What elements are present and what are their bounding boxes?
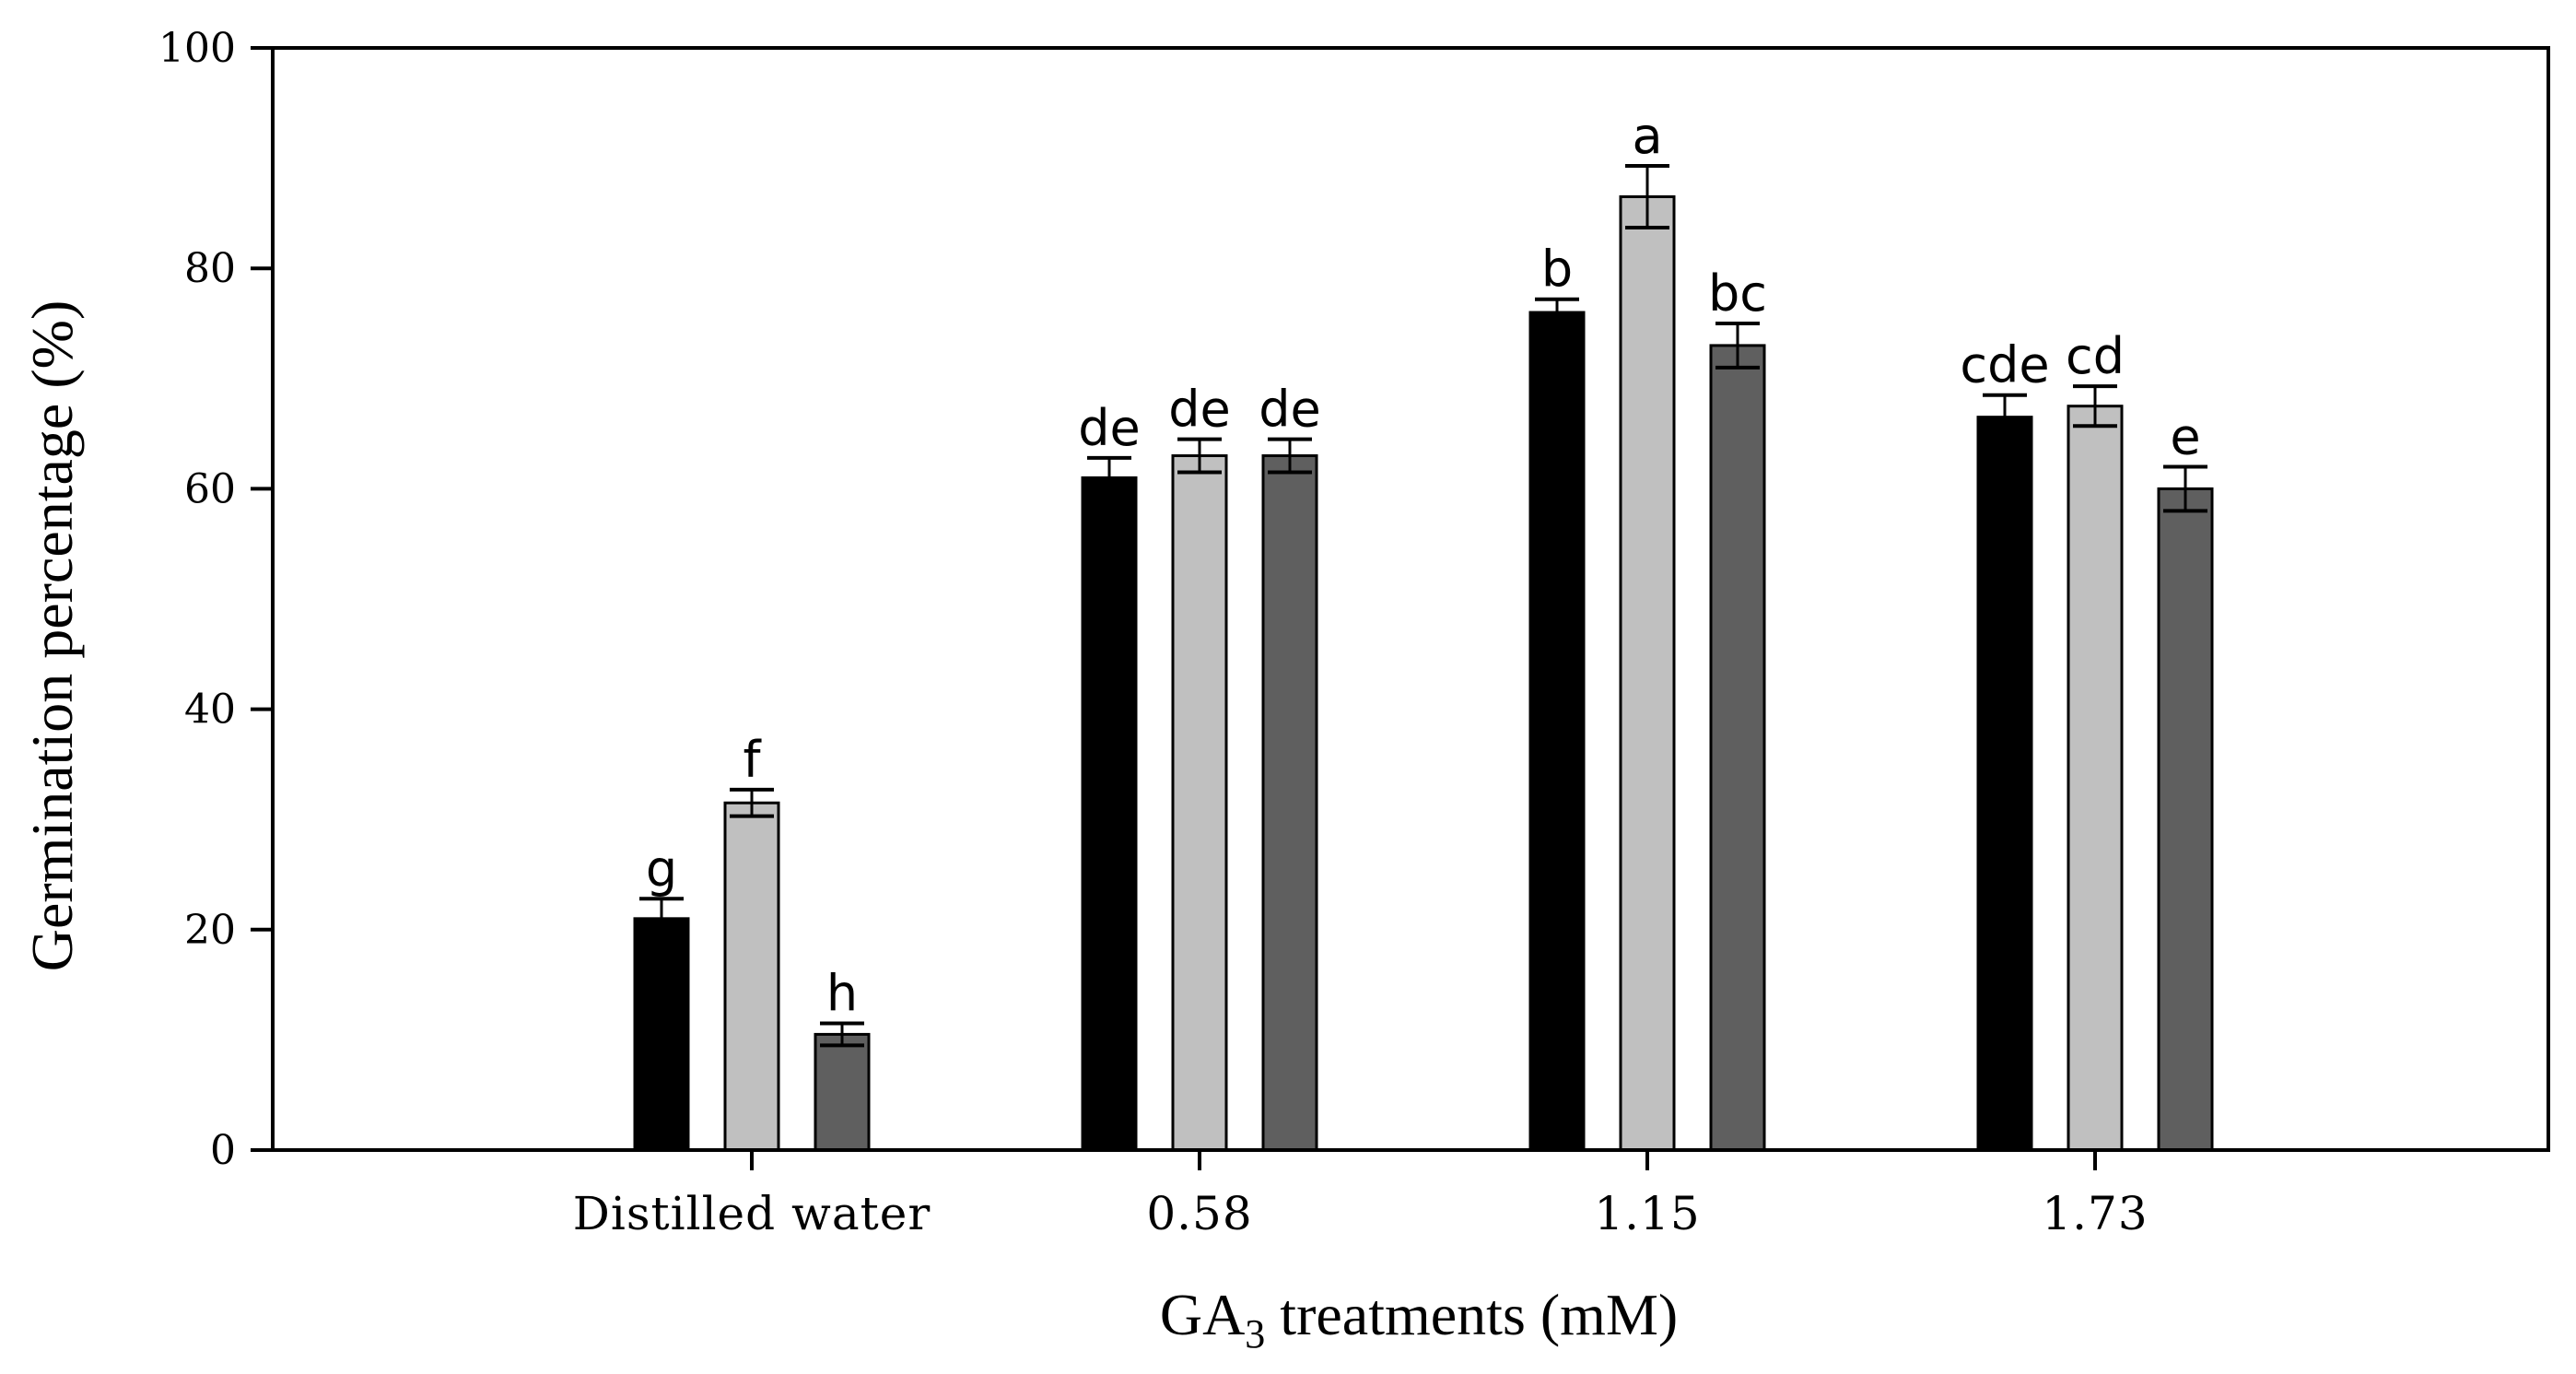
y-tick-label: 0	[210, 1127, 236, 1174]
bar-series-3	[2157, 487, 2214, 1152]
x-axis-title-rest: treatments (mM)	[1265, 1282, 1678, 1347]
significance-letter: a	[1632, 107, 1662, 165]
bar-series-2	[723, 801, 780, 1152]
significance-letter: de	[1078, 399, 1141, 457]
significance-letter: bc	[1708, 264, 1767, 323]
bar-series-3	[1261, 454, 1318, 1152]
bar-series-2	[1171, 454, 1228, 1152]
significance-letter: e	[2170, 407, 2200, 465]
bar-series-2	[2067, 405, 2124, 1152]
bar-series-3	[814, 1032, 871, 1152]
y-tick-label: 60	[184, 465, 236, 512]
x-tick-label: 1.73	[2042, 1187, 2148, 1240]
bar-series-1	[1976, 416, 2033, 1152]
significance-letter: cd	[2066, 327, 2125, 385]
bar-series-3	[1709, 344, 1766, 1152]
x-axis-title: GA3 treatments (mM)	[1160, 1282, 1678, 1356]
bar-series-1	[633, 917, 690, 1152]
significance-letter: de	[1168, 381, 1231, 439]
y-tick-label: 80	[184, 245, 236, 292]
x-axis: Distilled water 0.58 1.15 1.73	[573, 1150, 2148, 1240]
significance-letter: f	[743, 731, 762, 789]
significance-letter: cde	[1960, 336, 2049, 394]
x-tick-label: 0.58	[1146, 1187, 1252, 1240]
significance-letter: h	[826, 964, 858, 1022]
x-axis-title-sub: 3	[1245, 1311, 1265, 1356]
y-tick-label: 20	[184, 907, 236, 954]
y-axis: 0 20 40 60 80 100	[158, 25, 273, 1174]
x-tick-label: 1.15	[1594, 1187, 1700, 1240]
x-axis-title-base: GA	[1160, 1282, 1245, 1347]
significance-letter: g	[646, 840, 677, 898]
plot-frame	[271, 46, 2550, 1152]
bar-series-1	[1081, 476, 1138, 1152]
bar-series-1	[1528, 311, 1586, 1152]
y-tick-label: 100	[158, 25, 236, 72]
y-axis-title: Germination percentage (%)	[19, 300, 85, 972]
significance-letter: b	[1541, 241, 1573, 299]
bar-series-2	[1619, 194, 1676, 1152]
y-tick-label: 40	[184, 687, 236, 734]
significance-letter: de	[1259, 381, 1321, 439]
x-tick-label: Distilled water	[573, 1187, 931, 1240]
